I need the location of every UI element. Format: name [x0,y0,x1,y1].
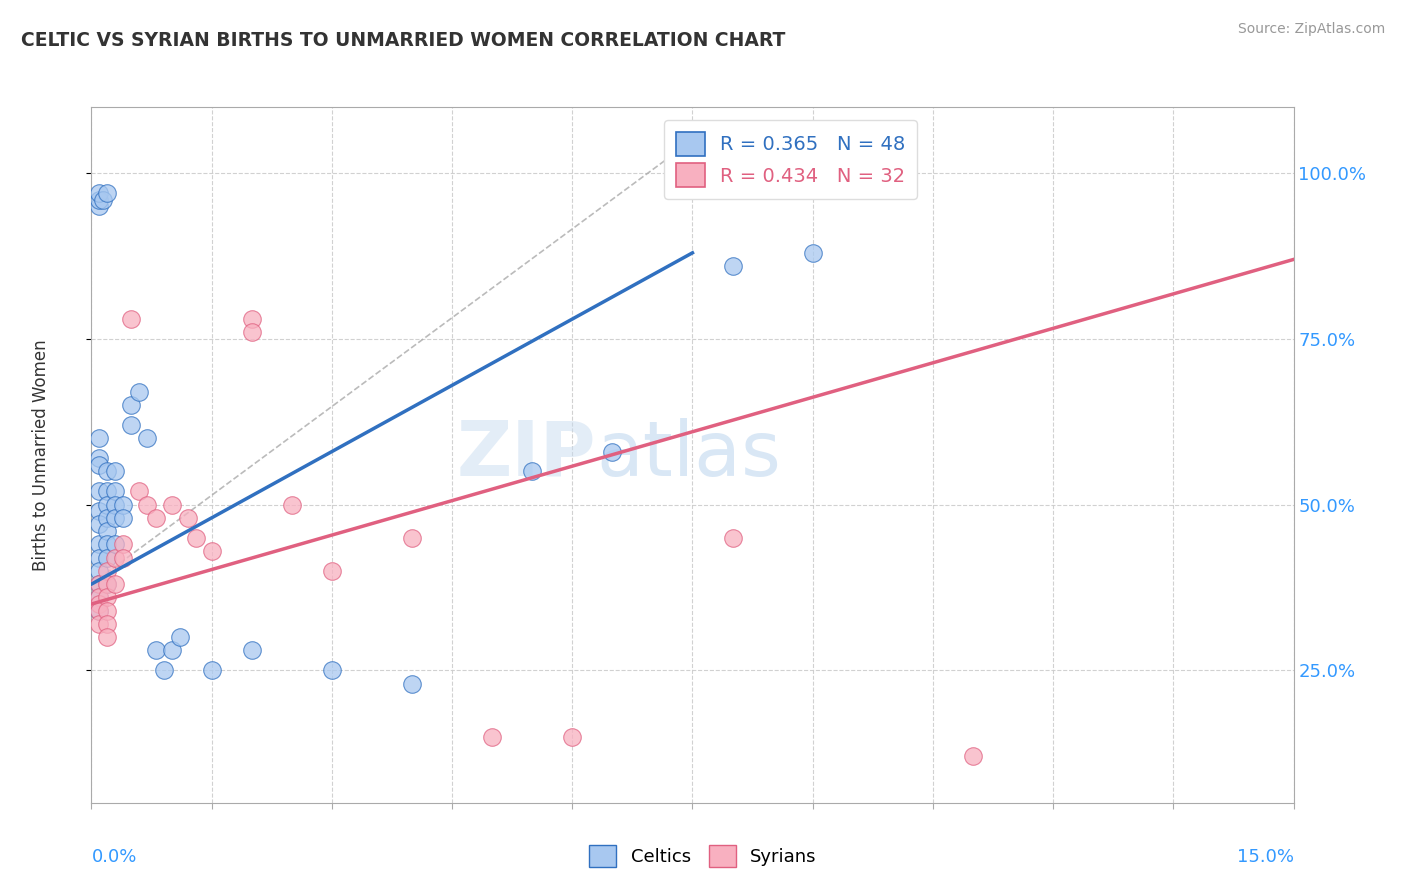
Point [104,484,127,499]
Point [89,504,111,518]
Point [240,312,263,326]
Point [201,544,224,558]
Text: ZIP: ZIP [457,418,596,491]
Point [112,550,135,565]
Point [89,193,111,207]
Point [96,524,118,538]
Point [401,531,423,545]
Point [89,199,111,213]
Point [240,643,263,657]
Text: Source: ZipAtlas.com: Source: ZipAtlas.com [1237,22,1385,37]
Point [104,498,127,512]
Point [89,537,111,551]
Legend: Celtics, Syrians: Celtics, Syrians [582,838,824,874]
Point [801,245,824,260]
Point [112,511,135,525]
Point [96,630,118,644]
Point [128,384,150,399]
Point [152,663,174,677]
Point [721,259,744,273]
Point [240,326,263,340]
Point [96,577,118,591]
Point [401,676,423,690]
Point [136,498,159,512]
Point [89,597,111,611]
Point [128,484,150,499]
Point [89,484,111,499]
Point [89,458,111,472]
Point [121,398,143,412]
Point [176,511,198,525]
Point [321,663,343,677]
Point [96,591,118,605]
Point [89,431,111,445]
Point [160,643,183,657]
Point [104,465,127,479]
Point [561,730,583,744]
Point [522,465,544,479]
Point [321,564,343,578]
Point [112,537,135,551]
Point [721,531,744,545]
Point [136,431,159,445]
Point [89,616,111,631]
Point [89,577,111,591]
Point [112,498,135,512]
Point [96,484,118,499]
Text: 15.0%: 15.0% [1236,848,1294,866]
Point [89,517,111,532]
Point [602,444,624,458]
Point [89,564,111,578]
Point [96,550,118,565]
Point [96,186,118,201]
Point [104,550,127,565]
Point [89,577,111,591]
Point [96,465,118,479]
Point [89,186,111,201]
Text: 0.0%: 0.0% [91,848,136,866]
Point [121,312,143,326]
Point [96,511,118,525]
Point [145,643,167,657]
Point [201,663,224,677]
Point [169,630,191,644]
Point [962,749,984,764]
Point [145,511,167,525]
Point [184,531,207,545]
Legend: R = 0.365   N = 48, R = 0.434   N = 32: R = 0.365 N = 48, R = 0.434 N = 32 [664,120,917,199]
Point [96,604,118,618]
Point [104,577,127,591]
Text: atlas: atlas [596,418,782,491]
Point [481,730,503,744]
Point [93,193,115,207]
Point [96,537,118,551]
Point [89,591,111,605]
Point [89,604,111,618]
Point [121,418,143,433]
Point [160,498,183,512]
Point [96,564,118,578]
Point [104,511,127,525]
Point [96,577,118,591]
Point [104,537,127,551]
Point [96,616,118,631]
Text: CELTIC VS SYRIAN BIRTHS TO UNMARRIED WOMEN CORRELATION CHART: CELTIC VS SYRIAN BIRTHS TO UNMARRIED WOM… [21,31,786,50]
Point [89,591,111,605]
Point [89,451,111,466]
Text: Births to Unmarried Women: Births to Unmarried Women [32,339,49,571]
Point [89,604,111,618]
Point [96,498,118,512]
Point [89,550,111,565]
Point [281,498,304,512]
